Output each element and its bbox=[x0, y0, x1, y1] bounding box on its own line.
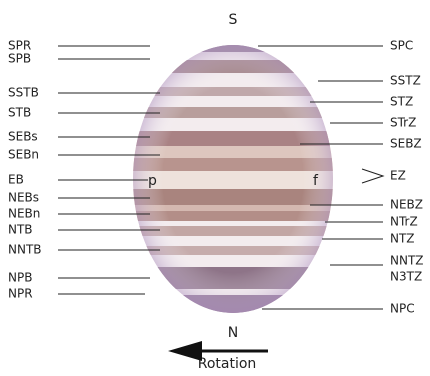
left-label: SEBs bbox=[8, 130, 38, 144]
left-label: SSTB bbox=[8, 86, 39, 100]
preceding-label: p bbox=[148, 173, 157, 189]
right-label: NEBZ bbox=[390, 198, 423, 212]
left-label: NEBn bbox=[8, 207, 40, 221]
right-label: SEBZ bbox=[390, 137, 422, 151]
right-label: NNTZ bbox=[390, 254, 424, 268]
left-label: NEBs bbox=[8, 191, 39, 205]
left-label: SPB bbox=[8, 52, 31, 66]
right-label: NPC bbox=[390, 302, 415, 316]
left-label: EB bbox=[8, 173, 24, 187]
north-label: N bbox=[228, 325, 238, 341]
right-label: EZ bbox=[390, 169, 406, 183]
right-label: SPC bbox=[390, 39, 413, 53]
left-label: SPR bbox=[8, 39, 31, 53]
left-label: STB bbox=[8, 106, 31, 120]
left-label: NNTB bbox=[8, 243, 42, 257]
left-label: NTB bbox=[8, 223, 33, 237]
planet-disk bbox=[130, 40, 340, 320]
south-label: S bbox=[229, 12, 238, 28]
right-label: NTZ bbox=[390, 232, 415, 246]
right-label: NTrZ bbox=[390, 215, 418, 229]
left-label: SEBn bbox=[8, 148, 39, 162]
jupiter-diagram: S N Rotation p f SPRSPBSSTBSTBSEBsSEBnEB… bbox=[0, 0, 430, 376]
left-label: NPB bbox=[8, 271, 32, 285]
right-label: N3TZ bbox=[390, 270, 422, 284]
right-label: SSTZ bbox=[390, 74, 421, 88]
rotation-label: Rotation bbox=[198, 356, 257, 372]
ez-chevron bbox=[362, 169, 383, 183]
left-label: NPR bbox=[8, 287, 33, 301]
right-label: STZ bbox=[390, 95, 413, 109]
right-label: STrZ bbox=[390, 116, 416, 130]
